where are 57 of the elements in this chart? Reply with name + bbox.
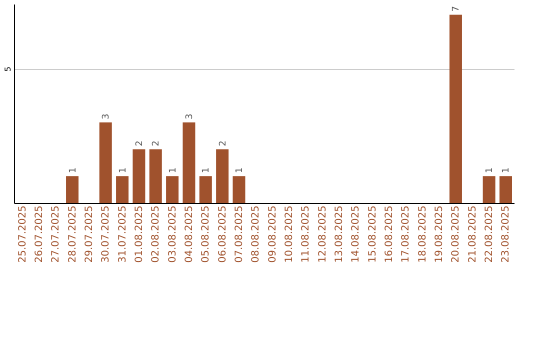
bar [166, 176, 179, 203]
x-tick-label: 04.08.2025 [184, 206, 195, 263]
data-label: 1 [234, 167, 245, 174]
x-tick-label: 12.08.2025 [317, 206, 328, 263]
bar [216, 149, 229, 203]
y-tick-label: 5 [4, 66, 12, 72]
x-tick-label: 01.08.2025 [134, 206, 145, 263]
x-tick-label: 20.08.2025 [450, 206, 462, 263]
bar [99, 122, 112, 203]
x-tick-label: 09.08.2025 [267, 206, 278, 263]
bar [482, 176, 496, 203]
bar [232, 176, 246, 203]
bar [132, 149, 146, 203]
data-label: 1 [168, 167, 178, 174]
x-tick-label: 03.08.2025 [167, 206, 178, 263]
x-tick-label: 29.07.2025 [84, 206, 95, 263]
x-tick-label: 31.07.2025 [117, 206, 128, 263]
x-tick-label: 22.08.2025 [484, 206, 496, 263]
x-tick-label: 07.08.2025 [234, 206, 245, 263]
bar [199, 176, 212, 203]
x-tick-label: 06.08.2025 [217, 206, 228, 263]
data-label: 2 [134, 140, 145, 146]
x-tick-label: 17.08.2025 [400, 206, 412, 263]
x-tick-label: 25.07.2025 [17, 206, 28, 263]
data-label: 1 [202, 167, 212, 174]
x-tick-label: 21.08.2025 [467, 206, 478, 263]
bar [499, 176, 512, 203]
x-tick-label: 28.07.2025 [67, 206, 78, 263]
x-tick-label: 30.07.2025 [100, 206, 112, 263]
data-label: 1 [485, 167, 496, 174]
data-label: 1 [68, 167, 78, 174]
data-label: 7 [452, 6, 462, 12]
x-tick-label: 19.08.2025 [434, 206, 446, 263]
x-tick-label: 10.08.2025 [284, 206, 296, 263]
x-tick-label: 05.08.2025 [200, 206, 212, 263]
data-label: 1 [502, 167, 512, 174]
data-label: 3 [102, 114, 112, 120]
data-label: 2 [152, 140, 162, 146]
x-tick-label: 26.07.2025 [34, 206, 45, 263]
x-tick-label: 18.08.2025 [417, 206, 428, 263]
x-tick-label: 13.08.2025 [334, 206, 346, 263]
x-tick-label: 15.08.2025 [367, 206, 378, 263]
x-tick-label: 27.07.2025 [50, 206, 62, 263]
x-tick-label: 14.08.2025 [350, 206, 362, 263]
data-label: 2 [218, 140, 228, 146]
x-tick-label: 23.08.2025 [500, 206, 512, 263]
data-label: 3 [184, 114, 195, 120]
bar [149, 149, 162, 203]
x-tick-label: 16.08.2025 [384, 206, 396, 263]
bar [182, 122, 196, 203]
bar [66, 176, 79, 203]
bar [449, 14, 462, 203]
x-tick-label: 11.08.2025 [300, 206, 312, 263]
x-tick-label: 08.08.2025 [250, 206, 262, 263]
data-label: 1 [118, 167, 128, 174]
x-tick-label: 02.08.2025 [150, 206, 162, 263]
bar [116, 176, 129, 203]
